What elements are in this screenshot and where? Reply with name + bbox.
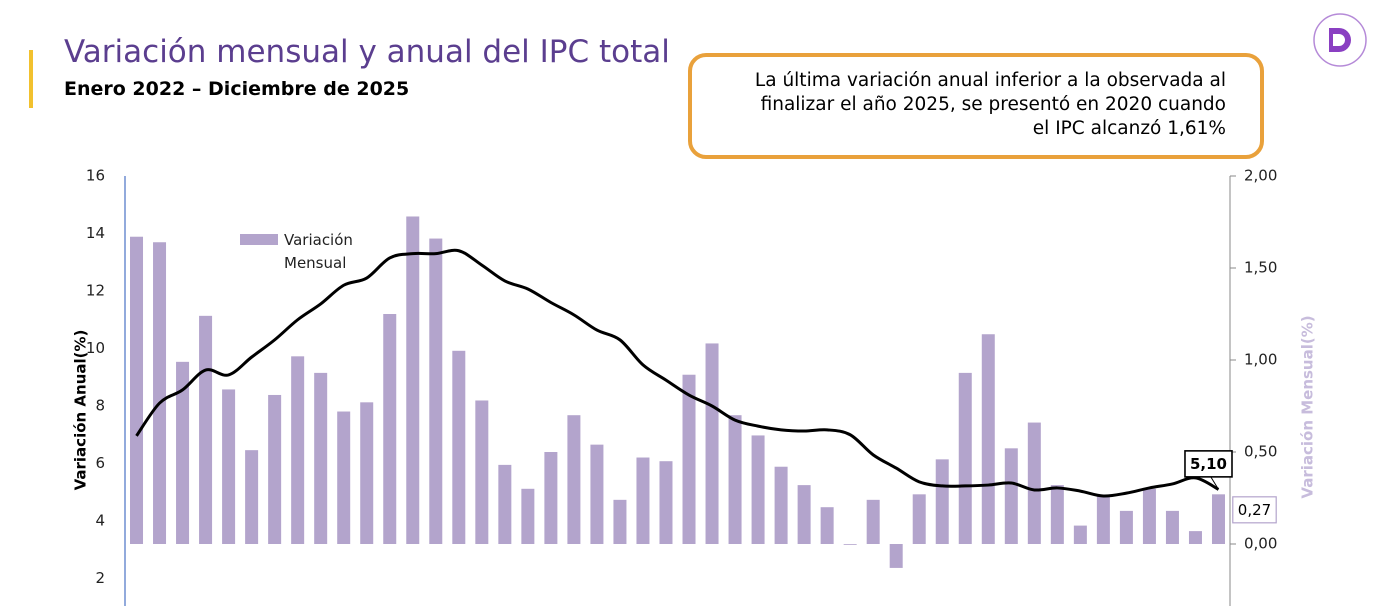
bar [498,464,512,544]
bar [130,236,144,544]
bar [1096,496,1110,544]
data-label-leader [1210,476,1219,490]
bar [544,452,558,544]
y-tick-label: 6 [95,454,105,472]
bar [1027,422,1041,544]
bar [820,507,834,544]
bar [1004,448,1018,544]
bar [1073,525,1087,544]
bar [360,402,374,544]
bar [705,343,719,544]
annotation-box: La última variación anual inferior a la … [688,53,1264,159]
y-axis-label: Variación Anual(%) [72,330,90,491]
bar [636,457,650,544]
bar [1188,531,1202,544]
data-label: 0,27 [1238,501,1271,519]
bar [429,238,443,544]
bar [682,374,696,544]
legend-label: Variación Mensual [284,231,353,272]
logo-mark [1329,28,1351,52]
bar [245,450,259,544]
annotation-line: el IPC alcanzó 1,61% [1032,118,1226,139]
title-accent [29,50,33,108]
bar [751,435,765,544]
bar [912,494,926,544]
bar [567,415,581,544]
bar [383,314,397,544]
bar [314,372,328,544]
bar [337,411,351,544]
y-tick-label: 12 [86,282,105,300]
bar [774,466,788,544]
bar [222,389,236,544]
bar [659,461,673,544]
y-tick-label: 8 [95,397,105,415]
bar [935,459,949,544]
y2-tick-label: 0,00 [1244,535,1277,553]
logo [1313,13,1367,67]
bar [176,361,190,544]
bar [1165,510,1179,544]
bar [590,444,604,544]
y-tick-label: 4 [95,512,105,530]
bar [981,334,995,544]
legend: Variación Mensual [240,229,364,275]
data-label-box [1184,450,1233,478]
y2-tick-label: 0,50 [1244,443,1277,461]
bar [452,350,466,544]
bar [406,216,420,545]
bar [958,372,972,544]
line [135,248,1220,498]
bar [613,499,627,544]
title: Variación mensual y anual del IPC total [64,34,670,70]
bar [843,544,857,545]
data-label: 5,10 [1190,455,1227,473]
subtitle: Enero 2022 – Diciembre de 2025 [64,78,410,100]
data-label-box [1232,496,1277,524]
y-tick-label: 16 [86,167,105,185]
bar [199,315,213,544]
bar [153,242,167,545]
legend-swatch [240,234,278,245]
bar [268,394,282,544]
bar [866,499,880,544]
bar [889,544,903,568]
bar [475,400,489,544]
y2-axis-label: Variación Mensual(%) [1299,315,1317,498]
bar [797,485,811,544]
bar [291,356,305,544]
bar [728,415,742,544]
annotation-line: finalizar el año 2025, se presentó en 20… [760,94,1226,115]
y-tick-label: 2 [95,569,105,587]
bar [1142,488,1156,544]
bar [1211,494,1225,544]
bar [1050,485,1064,544]
bar [1119,510,1133,544]
annotation-line: La última variación anual inferior a la … [754,70,1226,91]
y-tick-label: 14 [86,224,105,242]
bar [521,488,535,544]
y-tick-label: 10 [86,339,105,357]
y2-tick-label: 2,00 [1244,167,1277,185]
y2-tick-label: 1,50 [1244,259,1277,277]
y2-tick-label: 1,00 [1244,351,1277,369]
